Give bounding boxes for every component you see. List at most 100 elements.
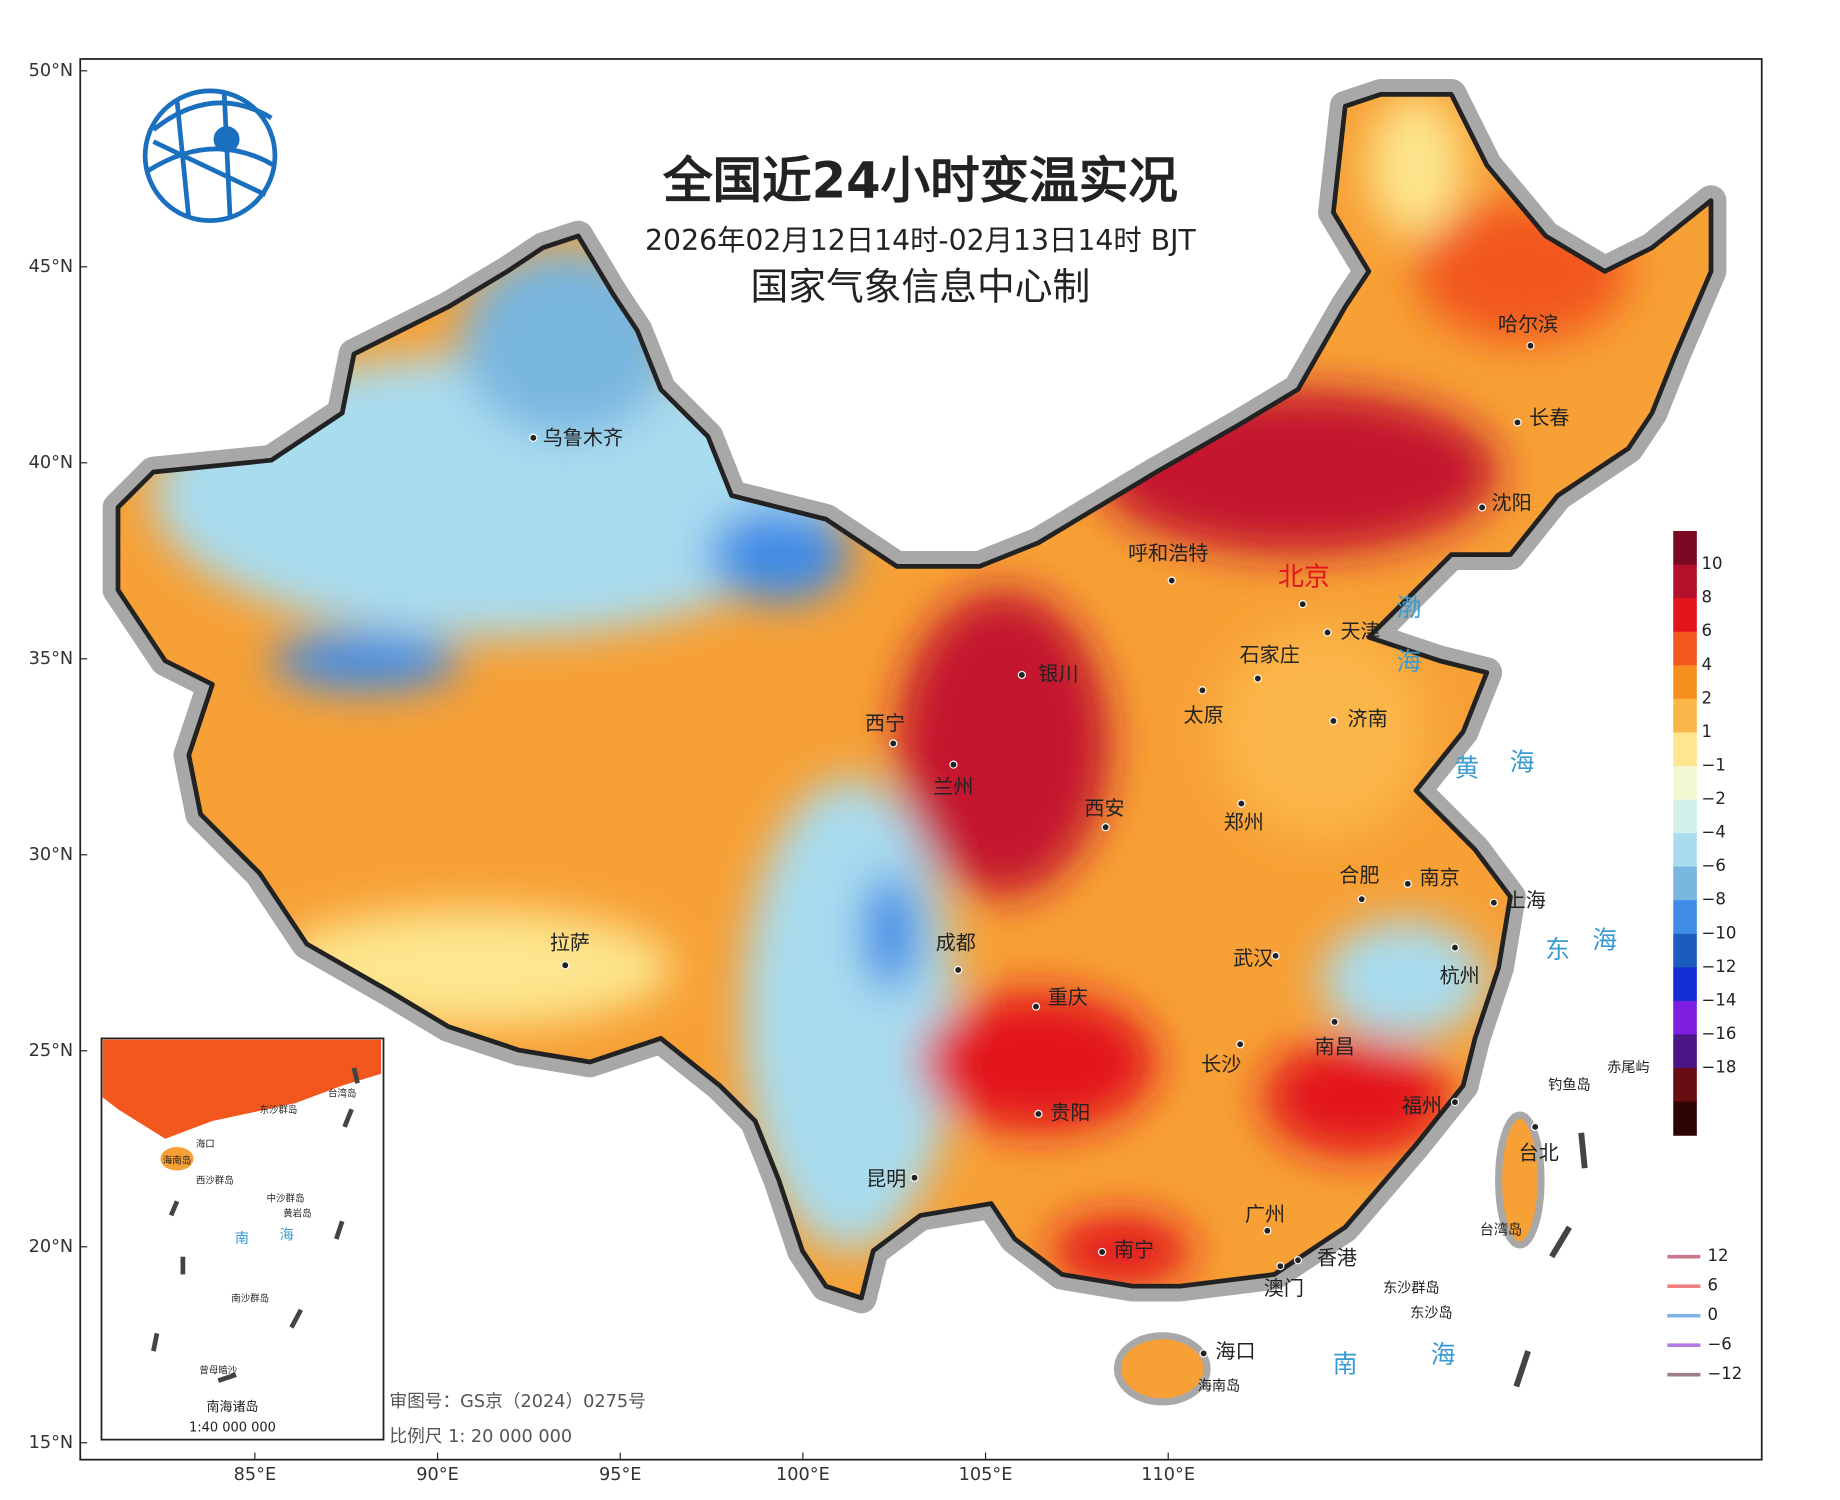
legend-label: 6 bbox=[1702, 621, 1713, 640]
sea-label: 海 bbox=[1431, 1340, 1456, 1369]
city-dot bbox=[529, 433, 538, 442]
legend-label: 2 bbox=[1702, 688, 1713, 707]
city-label: 西宁 bbox=[865, 711, 905, 735]
nine-dash bbox=[1513, 1132, 1588, 1388]
city-dot bbox=[1198, 686, 1207, 695]
inset-map bbox=[102, 1039, 382, 1383]
city-dot bbox=[1323, 628, 1332, 637]
city-label: 北京 bbox=[1278, 563, 1330, 593]
lon-label: 90°E bbox=[416, 1465, 459, 1485]
city-dot bbox=[1450, 1097, 1460, 1107]
city-dot bbox=[561, 961, 570, 970]
sea-label: 海 bbox=[1397, 647, 1422, 676]
city-dot bbox=[1526, 341, 1535, 350]
city-label: 天津 bbox=[1340, 619, 1380, 643]
island-label: 台湾岛 bbox=[1480, 1222, 1522, 1239]
inset-label: 东沙群岛 bbox=[260, 1104, 298, 1116]
city-label: 银川 bbox=[1038, 661, 1078, 685]
legend-swatch bbox=[1673, 799, 1697, 834]
legend-swatch bbox=[1673, 900, 1697, 935]
contour-label: 12 bbox=[1707, 1246, 1728, 1265]
legend-swatch bbox=[1673, 866, 1697, 901]
hainan bbox=[1113, 1332, 1211, 1406]
city-label: 太原 bbox=[1184, 703, 1224, 727]
contour-label: 0 bbox=[1707, 1305, 1718, 1324]
inset-label: 西沙群岛 bbox=[196, 1175, 234, 1187]
city-label: 哈尔滨 bbox=[1498, 312, 1558, 336]
island-label: 钓鱼岛 bbox=[1548, 1077, 1590, 1094]
city-label: 香港 bbox=[1317, 1246, 1357, 1270]
city-dot bbox=[1489, 898, 1499, 907]
city-label: 济南 bbox=[1348, 706, 1388, 730]
legend-swatch bbox=[1673, 933, 1697, 968]
inset-label: 南 bbox=[235, 1231, 249, 1247]
city-dot bbox=[954, 965, 963, 975]
legend-swatch bbox=[1673, 833, 1697, 868]
city-label: 成都 bbox=[936, 931, 976, 955]
lat-label: 40°N bbox=[29, 453, 74, 473]
inset-label: 中沙群岛 bbox=[267, 1192, 305, 1204]
map-layer: 全国近24小时变温实况 2026年02月12日14时-02月13日14时 BJT… bbox=[29, 58, 1763, 1485]
legend-swatch bbox=[1673, 631, 1697, 666]
lon-label: 85°E bbox=[234, 1465, 277, 1485]
city-label: 呼和浩特 bbox=[1128, 541, 1208, 565]
city-dot bbox=[1031, 1002, 1041, 1011]
legend-label: −14 bbox=[1702, 990, 1737, 1009]
city-dot bbox=[889, 739, 898, 748]
legend-label: −1 bbox=[1702, 755, 1726, 774]
city-label: 拉萨 bbox=[550, 931, 590, 955]
legend-swatch bbox=[1673, 531, 1697, 566]
city-label: 乌鲁木齐 bbox=[543, 425, 623, 449]
island-label: 赤尾屿 bbox=[1607, 1060, 1649, 1076]
city-label: 南宁 bbox=[1114, 1237, 1154, 1261]
lat-label: 30°N bbox=[29, 845, 74, 865]
legend-label: 8 bbox=[1702, 588, 1713, 607]
city-dot bbox=[1199, 1349, 1208, 1358]
legend-swatch bbox=[1673, 732, 1697, 767]
legend-label: 10 bbox=[1702, 554, 1723, 573]
city-dot bbox=[1236, 1040, 1245, 1049]
inset-title: 南海诸岛 bbox=[207, 1399, 259, 1415]
approval-number: 审图号：GS京（2024）0275号 bbox=[389, 1391, 645, 1412]
lon-label: 105°E bbox=[959, 1465, 1013, 1485]
lat-label: 15°N bbox=[29, 1433, 74, 1453]
lat-label: 35°N bbox=[29, 649, 74, 669]
city-dot bbox=[1450, 943, 1460, 952]
legend-label: −6 bbox=[1702, 856, 1726, 875]
legend-swatch bbox=[1673, 564, 1697, 599]
city-label: 南京 bbox=[1420, 866, 1460, 890]
city-label: 长春 bbox=[1529, 405, 1569, 429]
inset-label: 南沙群岛 bbox=[231, 1293, 269, 1305]
producer: 国家气象信息中心制 bbox=[751, 265, 1091, 309]
sea-label: 海 bbox=[1510, 747, 1535, 776]
city-label: 合肥 bbox=[1339, 863, 1379, 887]
sea-label: 渤 bbox=[1397, 593, 1422, 622]
city-label: 福州 bbox=[1402, 1093, 1442, 1117]
inset-label: 台湾岛 bbox=[328, 1087, 356, 1099]
legend-label: 1 bbox=[1702, 722, 1713, 741]
legend-label: −10 bbox=[1702, 923, 1737, 942]
inset-scale: 1:40 000 000 bbox=[189, 1420, 276, 1435]
city-dot bbox=[1329, 716, 1338, 726]
city-label: 兰州 bbox=[933, 775, 973, 799]
city-dot bbox=[910, 1173, 919, 1182]
city-dot bbox=[1017, 670, 1027, 680]
legend-swatch bbox=[1673, 1068, 1697, 1103]
sea-label: 东 bbox=[1545, 935, 1570, 964]
sea-label: 黄 bbox=[1454, 753, 1479, 782]
contour-label: 6 bbox=[1707, 1276, 1718, 1295]
city-dot bbox=[1513, 418, 1522, 427]
city-label: 广州 bbox=[1245, 1202, 1285, 1226]
inset-label: 海南岛 bbox=[163, 1155, 191, 1167]
map-scale: 比例尺 1: 20 000 000 bbox=[389, 1426, 572, 1447]
subtitle: 2026年02月12日14时-02月13日14时 BJT bbox=[645, 224, 1196, 257]
lon-label: 95°E bbox=[599, 1465, 642, 1485]
legend-swatch bbox=[1673, 698, 1697, 733]
legend-label: −4 bbox=[1702, 823, 1726, 842]
city-dot bbox=[1271, 951, 1280, 960]
inset-label: 海口 bbox=[196, 1138, 215, 1150]
city-label: 澳门 bbox=[1264, 1276, 1304, 1300]
legend-swatch bbox=[1673, 1101, 1697, 1136]
legend-label: −18 bbox=[1702, 1058, 1737, 1077]
